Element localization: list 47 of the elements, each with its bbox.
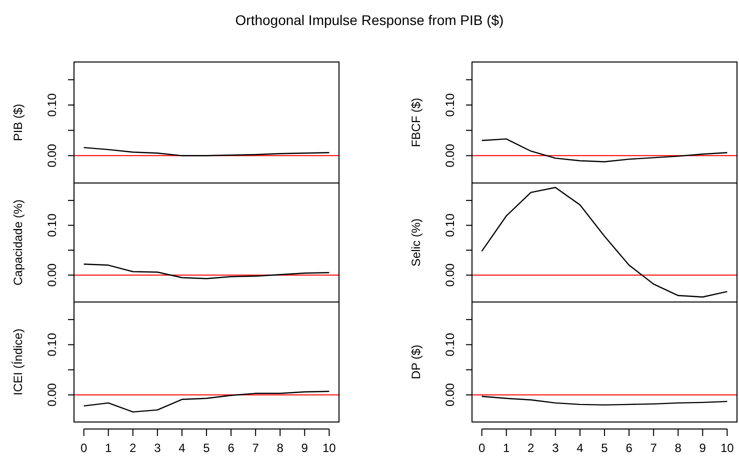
y-tick-label: 0.10 bbox=[443, 332, 457, 356]
y-tick-label: 0.10 bbox=[443, 213, 457, 237]
line-series bbox=[481, 186, 728, 298]
x-tick-label: 8 bbox=[276, 441, 284, 455]
x-tick-label: 5 bbox=[203, 441, 210, 455]
y-tick-label: 0.00 bbox=[443, 382, 457, 407]
x-tick-label: 10 bbox=[322, 441, 336, 455]
x-tick-label: 6 bbox=[228, 441, 235, 455]
y-tick-label: 0.00 bbox=[443, 263, 457, 287]
x-tick-label: 0 bbox=[80, 441, 88, 455]
x-tick-label: 9 bbox=[699, 441, 706, 455]
y-tick-label: 0.00 bbox=[45, 144, 59, 168]
y-axis-title: DP ($) bbox=[409, 344, 423, 380]
y-tick-label: 0.00 bbox=[443, 144, 457, 168]
line-series bbox=[481, 396, 728, 406]
x-tick-label: 3 bbox=[154, 441, 162, 455]
x-tick-label: 5 bbox=[601, 441, 608, 455]
text: Orthogonal Impulse Response from PIB ($) bbox=[235, 12, 504, 28]
x-tick-label: 7 bbox=[252, 441, 260, 455]
x-tick-label: 2 bbox=[130, 441, 137, 455]
x-tick-label: 1 bbox=[105, 441, 112, 455]
x-tick-label: 2 bbox=[528, 441, 535, 455]
y-axis-title: FBCF ($) bbox=[409, 98, 423, 148]
y-axis-title: Selic (%) bbox=[409, 218, 423, 267]
y-tick-label: 0.00 bbox=[45, 382, 59, 407]
y-axis-title: Capacidade (%) bbox=[11, 199, 25, 286]
y-axis-title: PIB ($) bbox=[11, 104, 25, 142]
x-tick-label: 4 bbox=[178, 441, 186, 455]
y-tick-label: 0.10 bbox=[45, 93, 59, 117]
x-tick-label: 9 bbox=[301, 441, 308, 455]
y-axis-title: ICEI (Índice) bbox=[11, 328, 25, 396]
x-tick-label: 1 bbox=[503, 441, 510, 455]
x-tick-label: 3 bbox=[552, 441, 560, 455]
y-tick-label: 0.10 bbox=[443, 93, 457, 117]
x-tick-label: 7 bbox=[650, 441, 658, 455]
x-tick-label: 6 bbox=[626, 441, 633, 455]
line-series bbox=[83, 390, 330, 413]
x-tick-label: 8 bbox=[674, 441, 682, 455]
y-tick-label: 0.10 bbox=[45, 213, 59, 237]
line-series bbox=[481, 138, 728, 162]
x-tick-label: 0 bbox=[478, 441, 486, 455]
line-series bbox=[83, 264, 330, 280]
y-tick-label: 0.10 bbox=[45, 332, 59, 356]
y-tick-label: 0.00 bbox=[45, 263, 59, 287]
x-tick-label: 4 bbox=[576, 441, 584, 455]
x-tick-label: 10 bbox=[720, 441, 734, 455]
line-series bbox=[83, 146, 330, 156]
